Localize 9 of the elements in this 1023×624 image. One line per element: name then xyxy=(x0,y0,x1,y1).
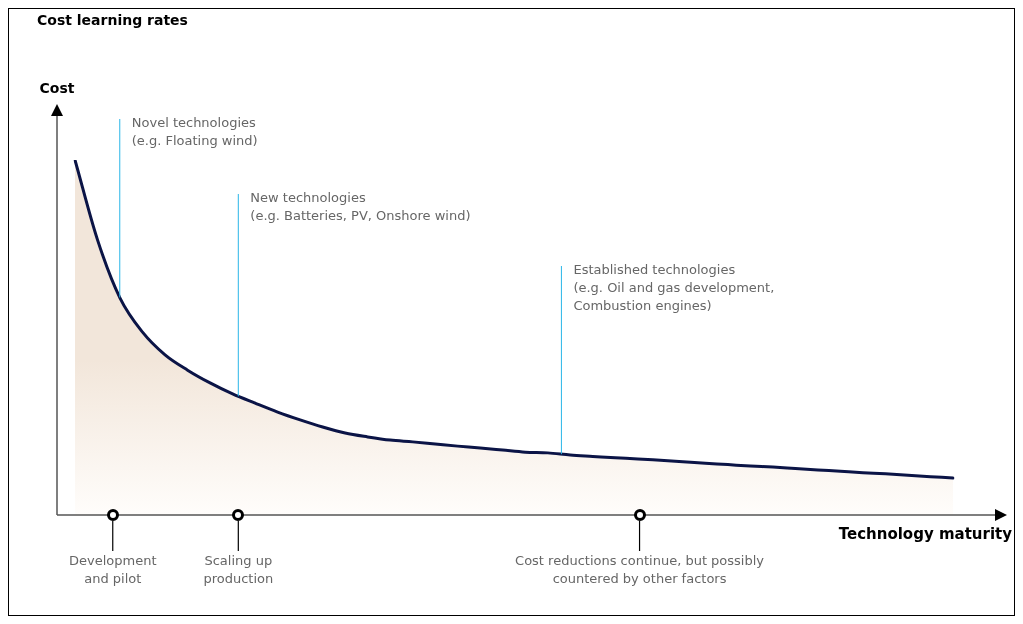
text: Cost reductions continue, but possibly countered by other factors xyxy=(515,553,765,587)
annotation: New technologies (e.g. Batteries, PV, Onshore wind) xyxy=(250,190,471,224)
x-axis-title: Technology maturity xyxy=(838,524,1013,543)
y-axis-title: Cost xyxy=(39,79,75,96)
annotation: Established technologies (e.g. Oil and gas development, Combustion engines) xyxy=(573,262,775,314)
text: Scaling up production xyxy=(203,553,274,587)
chart-title: Cost learning rates xyxy=(37,11,188,28)
text: Novel technologies (e.g. Floating wind) xyxy=(131,115,258,149)
text: Development and pilot xyxy=(69,553,157,587)
